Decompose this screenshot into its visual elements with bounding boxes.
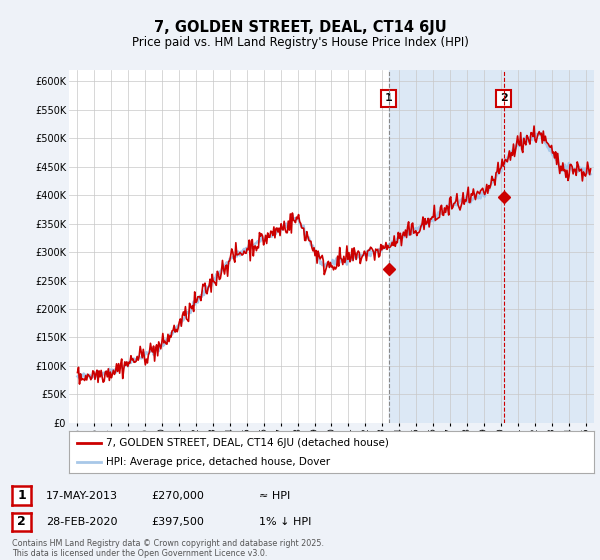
Text: ≈ HPI: ≈ HPI — [259, 491, 290, 501]
Text: 7, GOLDEN STREET, DEAL, CT14 6JU: 7, GOLDEN STREET, DEAL, CT14 6JU — [154, 20, 446, 35]
Text: 28-FEB-2020: 28-FEB-2020 — [46, 517, 118, 527]
Bar — [389, 70, 594, 423]
Text: Price paid vs. HM Land Registry's House Price Index (HPI): Price paid vs. HM Land Registry's House … — [131, 36, 469, 49]
Text: £397,500: £397,500 — [151, 517, 204, 527]
Text: HPI: Average price, detached house, Dover: HPI: Average price, detached house, Dove… — [106, 457, 330, 467]
Text: 17-MAY-2013: 17-MAY-2013 — [46, 491, 118, 501]
Text: 1% ↓ HPI: 1% ↓ HPI — [259, 517, 311, 527]
Text: 1: 1 — [385, 94, 392, 104]
Text: Contains HM Land Registry data © Crown copyright and database right 2025.
This d: Contains HM Land Registry data © Crown c… — [12, 539, 324, 558]
Text: 7, GOLDEN STREET, DEAL, CT14 6JU (detached house): 7, GOLDEN STREET, DEAL, CT14 6JU (detach… — [106, 437, 389, 447]
Text: 1: 1 — [17, 489, 26, 502]
Text: £270,000: £270,000 — [151, 491, 204, 501]
Text: 2: 2 — [500, 94, 508, 104]
Text: 2: 2 — [17, 515, 26, 529]
